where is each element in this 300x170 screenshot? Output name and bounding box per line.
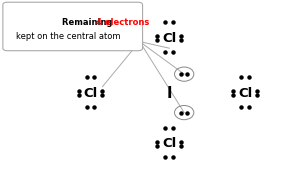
Text: 4 electrons: 4 electrons [97,18,150,27]
Text: Cl: Cl [238,87,252,100]
Text: Cl: Cl [83,87,98,100]
Text: I: I [167,86,172,101]
Text: kept on the central atom: kept on the central atom [16,32,121,41]
Text: Cl: Cl [162,137,176,150]
Text: Remaining: Remaining [62,18,116,27]
Text: Cl: Cl [162,32,176,45]
FancyBboxPatch shape [3,2,142,51]
